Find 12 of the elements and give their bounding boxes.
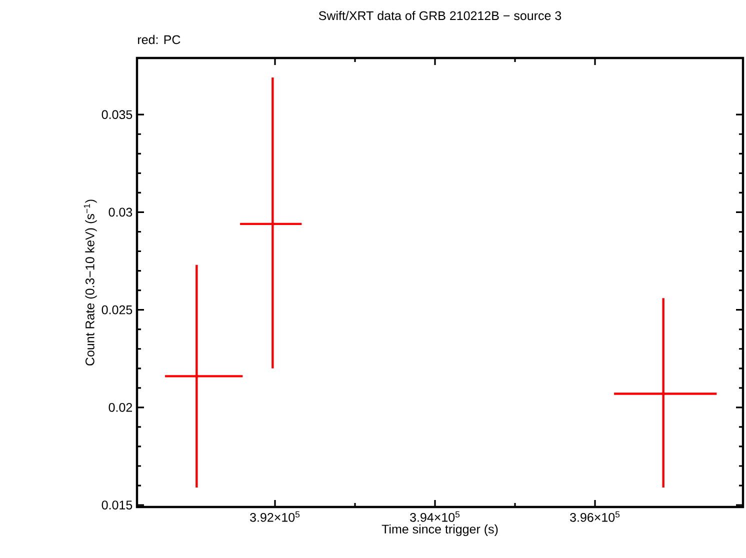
y-tick-label: 0.02 (108, 403, 132, 412)
chart-subtitle: red: PC (138, 34, 180, 44)
y-tick-label: 0.03 (108, 208, 132, 217)
y-tick-label: 0.015 (102, 500, 132, 510)
x-tick-label: 3.94×10$^{5}$ (410, 511, 460, 522)
y-axis-title: Count Rate (0.3−10 keV) (s$^{−1}$) (84, 200, 97, 366)
x-tick-label: 3.92×10$^{5}$ (250, 511, 300, 522)
x-tick-label: 3.96×10$^{5}$ (570, 511, 620, 522)
chart-title: Swift/XRT data of GRB 210212B − source 3 (318, 10, 562, 20)
x-axis-title: Time since trigger (s) (382, 524, 498, 536)
y-tick-label: 0.035 (102, 110, 132, 120)
y-tick-label: 0.025 (102, 305, 132, 314)
